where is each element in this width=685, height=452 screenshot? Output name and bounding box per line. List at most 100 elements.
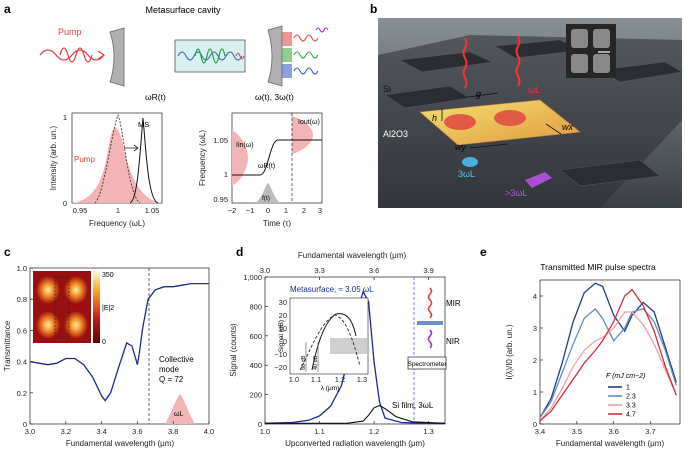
higher-harmonic-label: >3ωL <box>505 188 527 198</box>
mir-label: MIR <box>446 299 461 308</box>
c-omega-label: ωL <box>174 411 183 418</box>
higher-harmonic-spot <box>525 172 552 188</box>
sem-block-1 <box>571 29 588 48</box>
mir-pulse <box>427 287 433 319</box>
panel-c-label: c <box>4 245 11 259</box>
inset-xtick-4: 1.3 <box>357 375 367 384</box>
e-ytick-label: 3 <box>533 324 537 333</box>
time-frequency-plot: Iin(ω) Iout(ω) ωR(t) f(t) −2 −1 0 1 2 3 … <box>198 112 323 228</box>
out-wave-red <box>293 34 319 42</box>
e-ytick-label: 2 <box>533 356 537 365</box>
sem-block-2 <box>593 29 610 48</box>
tf-xtick-1: −2 <box>228 206 237 215</box>
e-xlabel: Fundamental wavelength (μm) <box>556 439 665 448</box>
d-ytick-label: 1,000 <box>243 273 262 282</box>
panel-e-label: e <box>480 245 487 259</box>
d-xtick-label: 1.1 <box>314 427 324 436</box>
tf-xtick-3: 0 <box>266 206 270 215</box>
omega-l-label: ωL <box>528 85 540 95</box>
mode-label: mode <box>159 365 180 374</box>
d-ytick-label: 800 <box>249 302 262 311</box>
panel-d-label: d <box>236 245 243 259</box>
tf-ytick-1: 0.95 <box>213 195 228 204</box>
d-ytick-label: 200 <box>249 391 262 400</box>
spec-ytick-0: 0 <box>63 199 67 208</box>
cavity-wave-blue <box>177 51 243 61</box>
tf-xtick-4: 1 <box>284 206 288 215</box>
al2o3-label: Al2O3 <box>383 129 408 139</box>
c-ytick-label: 0.6 <box>17 326 27 335</box>
c-xtick-label: 3.2 <box>61 427 71 436</box>
inset-xtick-3: 1.2 <box>335 375 345 384</box>
c-ytick-label: 0.2 <box>17 389 27 398</box>
e-ytick-label: 1 <box>533 388 537 397</box>
db40-label: 40 dB <box>313 355 319 370</box>
d-frame <box>264 276 446 425</box>
c-ytick-label: 0.8 <box>17 295 27 304</box>
metasurface-label: Metasurface, ≈ 3.05 ωL <box>290 285 374 294</box>
wx-label: wx <box>562 122 573 132</box>
ms-label: MS <box>138 120 149 129</box>
shift-arrowhead <box>133 144 139 152</box>
out-wave-violet <box>315 27 329 33</box>
q-label: Q = 72 <box>159 375 184 384</box>
wy-line <box>469 143 509 149</box>
c-ytick-label: 0.4 <box>17 358 27 367</box>
wx-line <box>545 123 562 135</box>
iout-fill <box>292 116 313 154</box>
spec-xtick-2: 1 <box>116 206 120 215</box>
hot-region-4 <box>64 311 88 339</box>
c-frame <box>29 267 210 425</box>
colorbar-min: 0 <box>102 339 106 346</box>
e-title: Transmitted MIR pulse spectra <box>540 262 656 272</box>
panel-a-label: a <box>4 2 11 16</box>
d-xtick-label: 1.3 <box>423 427 433 436</box>
panel-b-label: b <box>370 2 377 16</box>
inset-ytick-5: −10 <box>274 350 287 359</box>
pump-wave <box>39 49 105 61</box>
transmittance-curve <box>29 282 209 402</box>
inset-xlabel: λ (μm) <box>321 385 340 392</box>
e-xtick-label: 3.5 <box>572 427 582 436</box>
legend-title: F (mJ cm−2) <box>606 373 645 380</box>
cavity-wave-green <box>194 48 226 64</box>
nir-pulse <box>427 329 433 349</box>
hotspot-1 <box>444 114 476 130</box>
e-xtick-label: 3.4 <box>535 427 545 436</box>
c-xtick-label: 3.6 <box>132 427 142 436</box>
out-wave-green <box>293 51 319 59</box>
e-series-1 <box>539 282 677 418</box>
d-top-tick-label: 3.0 <box>260 266 270 275</box>
si-film-label: Si film, 3ωL <box>392 401 434 410</box>
e-frame <box>539 279 681 425</box>
c-ytick-label: 0 <box>23 420 27 429</box>
si-label: Si <box>383 84 391 94</box>
omega-r-curve <box>232 139 322 176</box>
iin-label: Iin(ω) <box>236 142 254 149</box>
transmittance-plot: 3.0 3.2 3.4 3.6 3.8 4.0 0 0.2 0.4 0.6 0.8 1.0 <box>17 264 215 436</box>
pump-spectrum-label: Pump <box>74 155 95 164</box>
tf-ytick-3: 1.05 <box>213 136 228 145</box>
colorbar-label: |E|2 <box>102 305 114 312</box>
spec-ylabel: Intensity (arb. un.) <box>49 125 58 190</box>
legend-label: 1 <box>626 385 630 392</box>
hot-region-3 <box>36 311 60 339</box>
c-xtick-label: 3.8 <box>168 427 178 436</box>
c-ytick-label: 1.0 <box>17 264 27 273</box>
iout-label: Iout(ω) <box>298 119 320 126</box>
c-xtick-label: 3.0 <box>25 427 35 436</box>
inset-ytick-3: 10 <box>279 324 287 333</box>
wy-label: wy <box>455 142 466 152</box>
d-top-tick-label: 3.9 <box>423 266 433 275</box>
hot-region-1 <box>36 276 60 304</box>
e-ylabel: I(λ)/I0 (arb. un.) <box>505 324 514 379</box>
spectrometer-label: Spectrometer <box>407 361 447 368</box>
si-film-curve <box>265 404 446 424</box>
e-legend: 1 2.3 3.3 4.7 <box>608 385 636 419</box>
d-xlabel: Upconverted radiation wavelength (μm) <box>285 439 425 448</box>
sem-block-4 <box>593 54 610 73</box>
db-inset <box>289 297 369 375</box>
si-block-3 <box>384 85 471 109</box>
out-wave-blue <box>293 67 319 75</box>
